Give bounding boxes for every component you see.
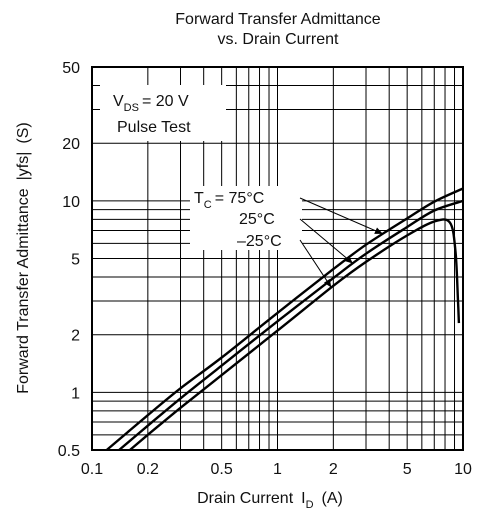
series-label-75: TC = 75°C [194, 190, 264, 211]
leader-75c-arrow [374, 227, 383, 234]
leader-75c [299, 197, 384, 235]
x-tick-label: 2 [329, 461, 338, 478]
y-tick-label: 10 [62, 194, 80, 211]
x-tick-label: 5 [403, 461, 412, 478]
y-tick-label: 1 [71, 385, 80, 402]
y-axis-label: Forward Transfer Admittance |yfs| (S) [15, 122, 32, 394]
y-axis-symbol: |yfs| [15, 152, 32, 181]
leader-lines [299, 197, 384, 288]
series-line-75c [105, 187, 464, 451]
x-axis-label: Drain Current ID (A) [197, 490, 343, 511]
y-tick-labels: 0.5 1 2 5 10 20 50 [58, 60, 80, 460]
x-tick-label: 0.1 [81, 461, 103, 478]
condition-vds: VDS = 20 V [113, 93, 189, 114]
grid [92, 67, 463, 450]
chart-subtitle: vs. Drain Current [218, 31, 339, 48]
condition-pulse-test: Pulse Test [117, 119, 191, 136]
tc-symbol: T [194, 190, 204, 207]
x-axis-unit: (A) [322, 490, 343, 507]
y-tick-label: 0.5 [58, 443, 80, 460]
plot-frame [91, 66, 464, 451]
x-axis-title: Drain Current [197, 490, 294, 507]
vds-symbol: V [113, 93, 124, 110]
x-tick-label: 0.5 [211, 461, 233, 478]
y-axis-title: Forward Transfer Admittance [15, 188, 32, 394]
y-tick-label: 20 [62, 136, 80, 153]
leader-25c-arrow [344, 255, 353, 264]
y-tick-label: 5 [71, 252, 80, 269]
tc-sub: C [204, 199, 212, 211]
vds-value: = 20 V [142, 93, 189, 110]
series-label-minus25: –25°C [237, 233, 282, 250]
chart-title: Forward Transfer Admittance [175, 11, 381, 28]
tc-value: = 75°C [215, 190, 265, 207]
y-tick-label: 2 [71, 328, 80, 345]
vds-sub: DS [124, 102, 139, 114]
y-tick-label: 50 [62, 60, 80, 77]
x-tick-label: 10 [454, 461, 472, 478]
series-group [105, 187, 464, 451]
x-tick-label: 0.2 [137, 461, 159, 478]
x-axis-symbol-sub: D [306, 499, 314, 511]
series-line-minus25c [129, 218, 461, 451]
x-tick-label: 1 [273, 461, 282, 478]
series-labels-box [190, 186, 302, 250]
x-axis-symbol: I [301, 490, 305, 507]
series-line-25c [118, 199, 464, 451]
y-axis-unit: (S) [15, 122, 32, 143]
series-label-25: 25°C [239, 211, 275, 228]
leader-minus25c [299, 239, 332, 288]
x-tick-labels: 0.1 0.2 0.5 1 2 5 10 [81, 461, 472, 478]
leader-minus25c-arrow [324, 278, 332, 288]
conditions-box [100, 85, 226, 141]
leader-25c [299, 218, 354, 264]
